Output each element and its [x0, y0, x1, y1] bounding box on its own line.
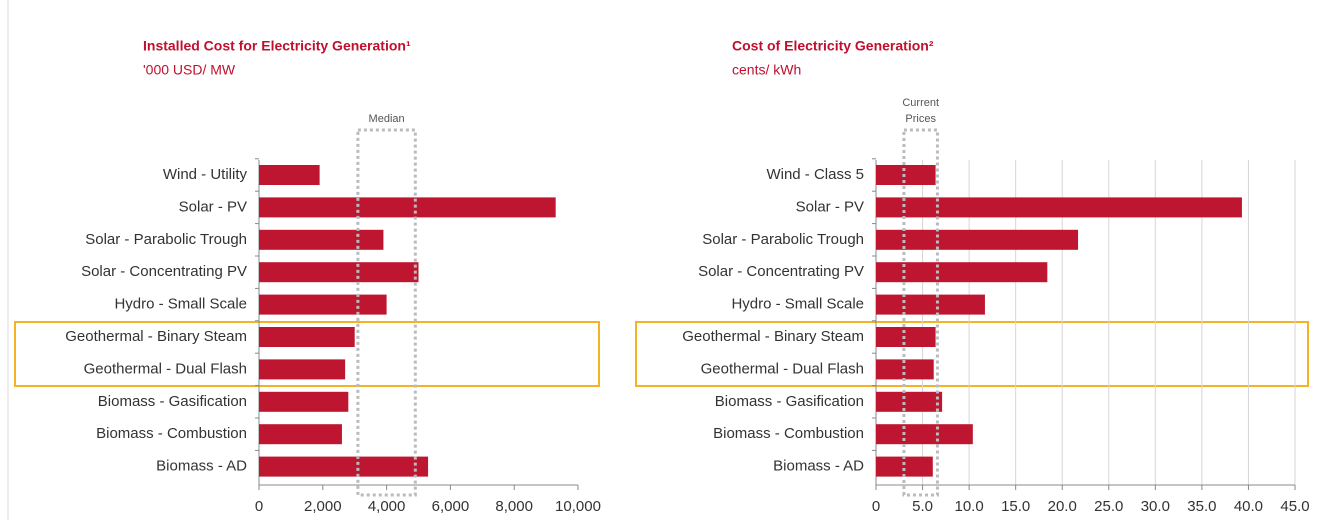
bar: [259, 229, 384, 250]
bar: [876, 229, 1079, 250]
bar: [259, 197, 556, 218]
bar: [876, 424, 973, 445]
x-tick-label: 45.0: [1280, 498, 1309, 515]
x-tick-label: 5.0: [912, 498, 933, 515]
bar: [259, 327, 355, 347]
chart-subtitle: cents/ kWh: [732, 62, 801, 78]
y-tick-label: Biomass - Gasification: [98, 393, 247, 410]
y-tick-label: Biomass - AD: [773, 458, 864, 475]
bar: [259, 165, 320, 185]
x-tick-label: 6,000: [432, 498, 470, 515]
x-tick-label: 0: [872, 498, 880, 515]
bar: [876, 391, 943, 412]
chart-title: Installed Cost for Electricity Generatio…: [143, 38, 411, 54]
x-tick-label: 10,000: [555, 498, 601, 515]
y-tick-label: Solar - Parabolic Trough: [702, 231, 864, 248]
y-tick-label: Geothermal - Binary Steam: [65, 328, 247, 345]
y-tick-label: Wind - Utility: [163, 166, 248, 183]
x-tick-label: 35.0: [1187, 498, 1216, 515]
y-tick-label: Solar - PV: [796, 198, 864, 215]
band-label: Current: [902, 97, 939, 109]
y-tick-label: Solar - Concentrating PV: [81, 263, 247, 280]
band-label: Median: [369, 113, 405, 125]
x-tick-label: 25.0: [1094, 498, 1123, 515]
bar: [259, 391, 349, 412]
y-tick-label: Biomass - Gasification: [715, 393, 864, 410]
highlight-box: [635, 321, 1309, 387]
bar: [259, 424, 342, 445]
bar: [876, 262, 1048, 283]
bar: [259, 456, 429, 477]
y-tick-label: Biomass - AD: [156, 458, 247, 475]
y-tick-label: Geothermal - Binary Steam: [682, 328, 864, 345]
highlight-box: [14, 321, 600, 387]
y-tick-label: Solar - PV: [179, 198, 247, 215]
y-tick-label: Geothermal - Dual Flash: [84, 360, 247, 377]
x-tick-label: 2,000: [304, 498, 342, 515]
bar: [259, 359, 346, 380]
band-label: Prices: [905, 113, 936, 125]
bar: [876, 165, 936, 185]
y-tick-label: Biomass - Combustion: [713, 425, 864, 442]
x-tick-label: 10.0: [955, 498, 984, 515]
x-tick-label: 20.0: [1048, 498, 1077, 515]
y-tick-label: Solar - Concentrating PV: [698, 263, 864, 280]
bar: [876, 327, 936, 347]
bar: [876, 456, 933, 477]
x-tick-label: 4,000: [368, 498, 406, 515]
x-tick-label: 30.0: [1141, 498, 1170, 515]
bar: [259, 294, 387, 315]
y-tick-label: Biomass - Combustion: [96, 425, 247, 442]
bar: [876, 294, 985, 315]
band-box: [902, 128, 939, 497]
x-tick-label: 8,000: [495, 498, 533, 515]
bar: [259, 262, 419, 283]
y-tick-label: Hydro - Small Scale: [114, 296, 247, 313]
x-tick-label: 0: [255, 498, 263, 515]
chart-title: Cost of Electricity Generation²: [732, 38, 934, 54]
y-tick-label: Geothermal - Dual Flash: [701, 360, 864, 377]
y-tick-label: Hydro - Small Scale: [731, 296, 864, 313]
chart-subtitle: '000 USD/ MW: [143, 62, 236, 78]
bar: [876, 197, 1242, 218]
y-tick-label: Wind - Class 5: [766, 166, 864, 183]
x-tick-label: 40.0: [1234, 498, 1263, 515]
band-box: [356, 128, 417, 497]
y-tick-label: Solar - Parabolic Trough: [85, 231, 247, 248]
x-tick-label: 15.0: [1001, 498, 1030, 515]
bar: [876, 359, 934, 380]
